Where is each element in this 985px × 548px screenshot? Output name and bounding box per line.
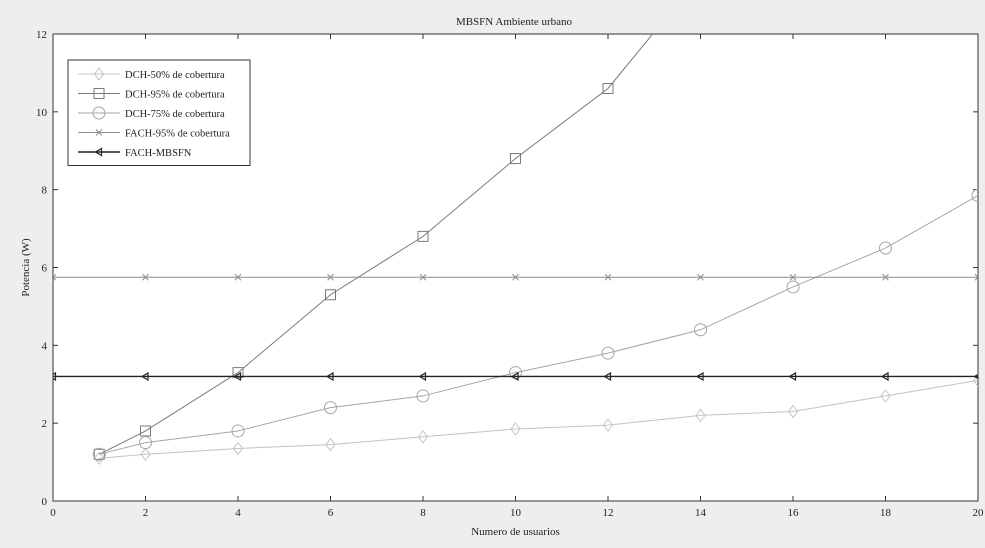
data-point-diamond [972,373,978,388]
data-point-triangle-left [94,147,103,157]
y-tick-label: 2 [42,418,48,430]
series-1 [94,373,978,466]
legend-label: FACH-95% de cobertura [125,129,230,140]
data-point-triangle-left [418,371,427,382]
y-axis: 0 2 4 6 8 10 12 [36,29,978,508]
data-point-square [602,82,614,94]
legend-item: DCH-75% de cobertura [78,106,225,120]
y-tick-label: 8 [42,185,48,197]
x-tick-label: 0 [50,507,56,519]
data-point-circle [324,401,337,415]
data-point-diamond [880,389,891,403]
data-point-square [232,367,244,379]
data-point-x [512,273,519,281]
series-4 [53,273,978,281]
x-tick-label: 14 [695,507,707,519]
data-point-square [93,448,105,460]
x-axis-title: Numero de usuarios [471,526,560,538]
series-line [99,195,978,455]
data-point-triangle-left [695,371,704,382]
series-line [99,34,654,455]
y-tick-label: 10 [36,107,48,119]
data-point-x [789,273,797,281]
y-tick-label: 12 [36,29,47,41]
data-point-triangle-left [233,371,242,382]
legend-item: FACH-MBSFN [78,147,192,159]
y-tick-label: 0 [42,496,48,508]
data-point-triangle-left [510,371,519,382]
data-point-diamond [232,441,244,456]
x-tick-label: 6 [328,507,334,519]
data-point-circle [231,424,245,438]
data-point-triangle-left [880,371,889,382]
data-point-square [417,230,429,242]
data-point-circle [879,241,892,255]
data-point-x [234,273,242,281]
data-point-x [604,273,612,281]
data-point-triangle-left [973,373,978,380]
y-tick-label: 4 [42,340,48,352]
data-point-x [882,273,889,281]
data-point-diamond [325,437,336,452]
x-axis: 0 2 4 6 8 10 12 14 16 18 20 [50,34,984,519]
data-point-square [93,88,105,99]
data-point-square [510,153,521,165]
x-tick-label: 2 [143,507,149,519]
data-point-diamond [787,404,799,419]
data-point-triangle-left [140,371,149,382]
legend-item: FACH-95% de cobertura [78,129,230,140]
x-tick-label: 8 [420,507,426,519]
series-2 [93,34,654,460]
legend-label: DCH-50% de cobertura [125,70,225,81]
chart-title: MBSFN Ambiente urbano [456,16,573,28]
data-point-square [325,289,336,301]
legend-label: DCH-95% de cobertura [125,90,225,101]
legend-label: FACH-MBSFN [125,148,192,159]
data-point-circle [416,389,430,403]
data-point-triangle-left [603,371,612,382]
data-point-x [327,273,334,281]
y-tick-label: 6 [42,263,48,275]
data-point-diamond [417,429,429,444]
data-point-diamond [140,447,151,462]
series-line [99,379,978,459]
series-5 [53,371,978,382]
y-axis-title: Potencia (W) [20,238,32,297]
legend-label: DCH-75% de cobertura [125,109,225,120]
data-point-circle [694,323,707,337]
data-point-circle [971,189,978,203]
data-point-diamond [510,422,521,436]
series-3 [92,189,978,461]
legend-item: DCH-95% de cobertura [78,88,225,101]
data-point-triangle-left [325,371,334,382]
data-point-x [419,273,427,281]
data-point-x [974,273,978,281]
data-point-diamond [94,451,105,466]
data-point-circle [92,106,106,120]
x-tick-label: 20 [973,507,985,519]
data-point-circle [601,346,615,360]
x-tick-label: 16 [788,507,800,519]
data-point-circle [786,280,800,294]
data-point-circle [139,436,152,450]
data-point-x [95,129,103,136]
data-point-triangle-left [53,371,57,382]
x-tick-label: 18 [880,507,892,519]
data-point-diamond [695,408,706,423]
data-point-x [142,273,149,281]
data-point-diamond [602,418,614,432]
series-layer [53,34,978,466]
x-tick-label: 12 [603,507,614,519]
data-point-x [697,273,704,281]
data-point-circle [92,447,106,461]
data-point-triangle-left [788,371,797,382]
data-point-diamond [93,67,105,81]
data-point-x [53,273,57,281]
data-point-square [140,425,151,437]
x-tick-label: 4 [235,507,241,519]
x-tick-label: 10 [510,507,522,519]
legend: DCH-50% de cobertura DCH-95% de cobertura… [67,59,251,166]
legend-item: DCH-50% de cobertura [78,67,225,81]
